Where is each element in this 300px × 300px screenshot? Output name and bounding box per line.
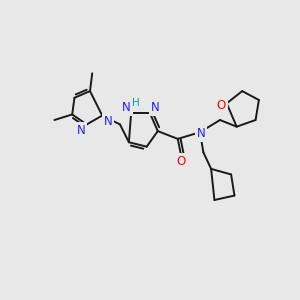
Text: N: N bbox=[122, 101, 131, 114]
Text: N: N bbox=[103, 115, 112, 128]
Text: O: O bbox=[217, 99, 226, 112]
Text: N: N bbox=[197, 127, 206, 140]
Text: H: H bbox=[132, 98, 140, 108]
Text: O: O bbox=[176, 154, 186, 168]
Text: N: N bbox=[151, 101, 160, 114]
Text: N: N bbox=[77, 124, 85, 136]
